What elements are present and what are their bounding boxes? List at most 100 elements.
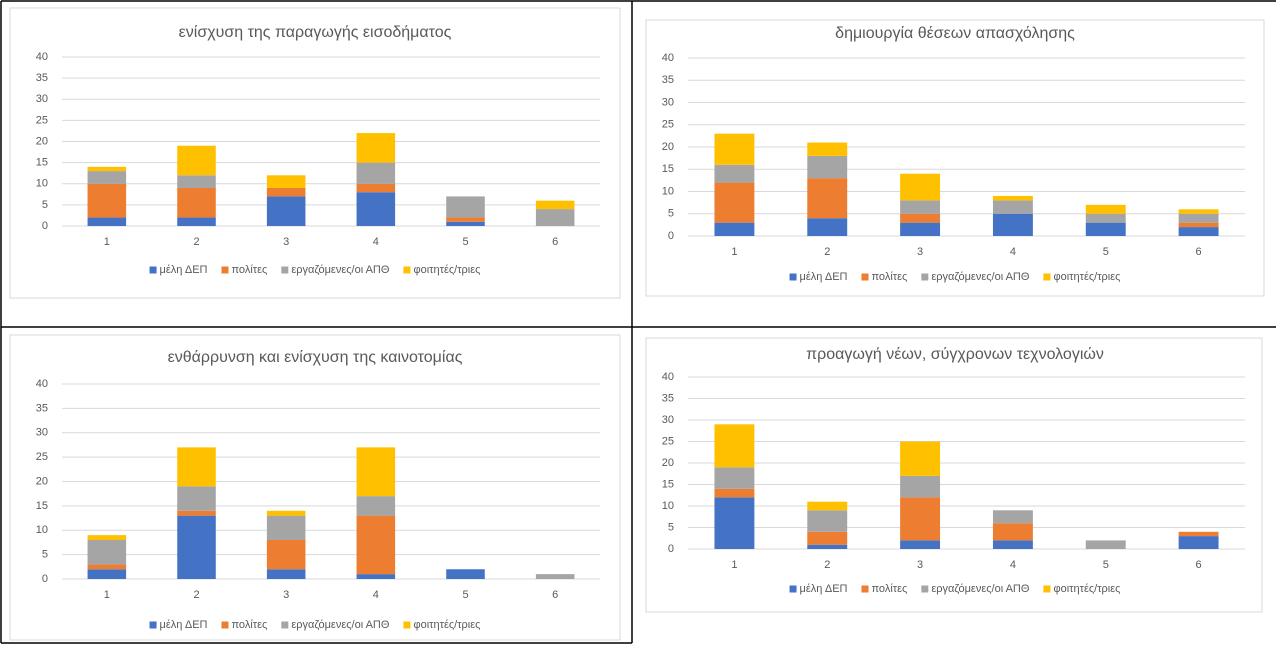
y-tick-label: 10 <box>36 178 48 190</box>
bar-segment <box>1178 227 1219 236</box>
bar-segment <box>714 497 755 549</box>
bar-segment <box>87 564 127 570</box>
y-tick-label: 10 <box>662 185 674 197</box>
y-tick-label: 5 <box>668 208 674 220</box>
y-tick-label: 10 <box>36 524 48 536</box>
bar-segment <box>900 213 941 223</box>
y-tick-label: 15 <box>36 157 48 169</box>
y-tick-label: 5 <box>42 549 48 561</box>
legend-swatch <box>861 585 869 593</box>
y-tick-label: 25 <box>662 435 674 447</box>
bar-segment <box>807 178 848 219</box>
bar-segment <box>446 221 485 226</box>
y-tick-label: 15 <box>662 478 674 490</box>
bar-segment <box>87 569 127 579</box>
legend-swatch <box>921 273 929 281</box>
bar-segment <box>177 175 216 188</box>
y-tick-label: 35 <box>36 402 48 414</box>
bar-segment <box>900 173 941 201</box>
chart-title: δημιουργία θέσεων απασχόλησης <box>835 25 1075 42</box>
legend-label: μέλη ΔΕΠ <box>800 271 848 283</box>
bar-segment <box>446 196 485 218</box>
bar-segment <box>714 467 755 489</box>
bar-segment <box>900 497 941 541</box>
x-tick-label: 6 <box>1196 559 1202 571</box>
y-tick-label: 20 <box>36 135 48 147</box>
bar-segment <box>1178 209 1219 214</box>
legend-swatch <box>861 273 869 281</box>
y-tick-label: 35 <box>662 392 674 404</box>
legend-label: εργαζόμενες/οι ΑΠΘ <box>291 264 390 276</box>
bar-segment <box>356 183 396 193</box>
bar-segment <box>177 486 216 511</box>
bar-segment <box>1085 204 1126 214</box>
bar-segment <box>177 217 216 226</box>
bar-segment <box>87 540 127 565</box>
bar-segment <box>356 496 396 516</box>
y-tick-label: 40 <box>36 378 48 390</box>
bar-segment <box>177 515 216 579</box>
legend-swatch <box>221 621 229 629</box>
bar-segment <box>87 166 127 172</box>
bar-segment <box>535 200 575 210</box>
bar-segment <box>807 155 848 179</box>
x-tick-label: 2 <box>824 559 830 571</box>
y-tick-label: 10 <box>662 500 674 512</box>
bar-segment <box>1178 536 1219 549</box>
x-tick-label: 3 <box>283 236 289 248</box>
x-tick-label: 4 <box>1010 559 1016 571</box>
y-tick-label: 0 <box>42 220 48 232</box>
bar-segment <box>992 523 1033 541</box>
legend-label: εργαζόμενες/οι ΑΠΘ <box>931 271 1030 283</box>
x-tick-label: 2 <box>824 246 830 258</box>
bar-segment <box>535 574 575 579</box>
chart-title: ενθάρρυνση και ενίσχυση της καινοτομίας <box>168 349 463 366</box>
bar-segment <box>266 510 306 516</box>
y-tick-label: 30 <box>36 427 48 439</box>
x-tick-label: 5 <box>1103 246 1109 258</box>
x-tick-label: 1 <box>104 236 110 248</box>
x-tick-label: 5 <box>1103 559 1109 571</box>
bar-segment <box>900 200 941 214</box>
chart-title: ενίσχυση της παραγωγής εισοδήματος <box>179 24 452 41</box>
legend-swatch <box>281 266 289 274</box>
bar-segment <box>1178 222 1219 228</box>
x-tick-label: 4 <box>373 236 379 248</box>
y-tick-label: 20 <box>662 457 674 469</box>
bar-segment <box>356 447 396 497</box>
x-tick-label: 1 <box>731 246 737 258</box>
y-tick-label: 0 <box>668 543 674 555</box>
chart-frame <box>9 334 621 641</box>
legend-label: εργαζόμενες/οι ΑΠΘ <box>931 583 1030 595</box>
legend-swatch <box>1043 273 1051 281</box>
x-tick-label: 3 <box>917 559 923 571</box>
bar-segment <box>87 217 127 226</box>
x-tick-label: 5 <box>462 236 468 248</box>
chart-title: προαγωγή νέων, σύγχρονων τεχνολογιών <box>806 346 1104 363</box>
y-tick-label: 0 <box>42 573 48 585</box>
x-tick-label: 1 <box>731 559 737 571</box>
bar-segment <box>714 488 755 498</box>
y-tick-label: 30 <box>662 414 674 426</box>
y-tick-label: 5 <box>668 521 674 533</box>
bar-segment <box>1178 213 1219 223</box>
bar-segment <box>266 187 306 197</box>
bar-segment <box>900 222 941 236</box>
bar-segment <box>807 501 848 511</box>
bar-segment <box>992 213 1033 236</box>
bar-segment <box>807 142 848 156</box>
bar-segment <box>87 183 127 218</box>
legend-swatch <box>789 273 797 281</box>
y-tick-label: 30 <box>36 93 48 105</box>
bar-segment <box>177 145 216 176</box>
legend-label: φοιτητές/τριες <box>1053 271 1120 283</box>
y-tick-label: 35 <box>36 72 48 84</box>
x-tick-label: 4 <box>373 589 379 601</box>
bar-segment <box>807 218 848 236</box>
bar-segment <box>1085 540 1126 549</box>
bar-segment <box>266 515 306 540</box>
bar-segment <box>266 175 306 188</box>
legend-swatch <box>149 621 157 629</box>
bar-segment <box>992 540 1033 549</box>
